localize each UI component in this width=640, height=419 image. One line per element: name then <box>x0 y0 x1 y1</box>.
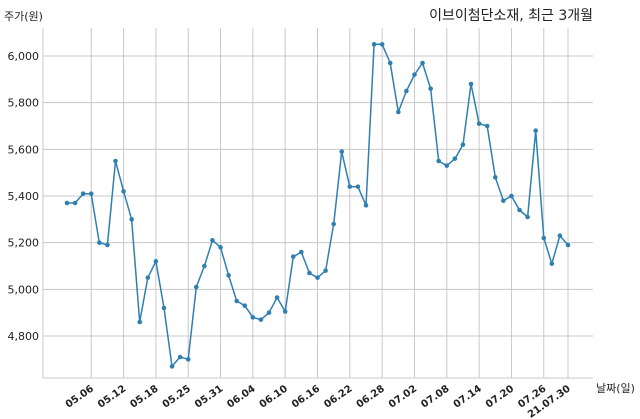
data-point <box>428 86 433 91</box>
x-tick-label: 05.12 <box>96 383 128 410</box>
y-tick-label: 5,800 <box>8 97 40 110</box>
data-point <box>153 259 159 264</box>
grid-lines <box>43 28 593 378</box>
data-point <box>517 207 522 213</box>
y-tick-label: 5,000 <box>8 283 40 296</box>
data-point <box>274 295 280 300</box>
x-tick-label: 06.04 <box>225 383 257 410</box>
data-point <box>242 303 248 308</box>
data-point <box>525 214 530 220</box>
x-tick-label: 05.31 <box>193 383 225 410</box>
data-point <box>282 309 288 314</box>
data-point <box>501 198 506 203</box>
data-point <box>420 60 425 66</box>
y-tick-label: 6,000 <box>8 50 40 63</box>
data-point <box>396 109 401 115</box>
axes <box>42 28 593 379</box>
data-point <box>193 284 199 290</box>
data-point <box>355 184 361 189</box>
data-point <box>169 364 175 369</box>
x-tick-label: 07.02 <box>387 383 419 410</box>
x-tick-label: 05.18 <box>128 383 160 410</box>
data-point <box>492 175 498 180</box>
data-point <box>129 217 134 222</box>
data-point <box>307 270 312 276</box>
data-point <box>113 158 118 164</box>
data-point <box>266 310 272 315</box>
data-point <box>460 142 466 147</box>
x-tick-label: 06.16 <box>290 383 322 410</box>
data-point <box>436 158 442 164</box>
x-tick-label: 06.28 <box>355 383 387 410</box>
data-point <box>387 60 393 66</box>
data-point <box>290 254 296 259</box>
price-series <box>64 42 571 369</box>
data-point <box>234 298 239 304</box>
data-point <box>323 268 328 273</box>
x-tick-labels: 05.06 05.12 05.18 05.25 05.31 06.04 06.10 06.16… <box>64 383 573 419</box>
data-point <box>145 275 151 280</box>
data-point <box>226 273 231 278</box>
data-point <box>484 123 490 129</box>
data-point <box>121 189 126 194</box>
data-point <box>347 184 353 189</box>
y-tick-labels: 4,800 5,000 5,200 5,400 5,600 5,800 6,000 <box>8 50 40 343</box>
y-tick-label: 5,600 <box>8 143 40 156</box>
y-tick-label: 4,800 <box>8 330 40 343</box>
data-point <box>250 315 256 320</box>
data-point <box>64 200 70 206</box>
data-point <box>80 191 86 196</box>
x-tick-label: 05.06 <box>64 383 96 410</box>
data-point <box>452 156 458 161</box>
y-tick-label: 5,200 <box>8 237 40 250</box>
data-point <box>210 238 215 243</box>
data-point <box>97 240 102 245</box>
data-point <box>565 242 571 248</box>
x-tick-label: 06.10 <box>258 383 290 410</box>
data-point <box>137 319 143 325</box>
data-point <box>557 233 563 238</box>
y-tick-label: 5,400 <box>8 190 40 203</box>
data-point <box>541 235 547 241</box>
data-point <box>468 81 474 87</box>
x-tick-label: 06.22 <box>322 383 354 410</box>
x-tick-label: 07.08 <box>419 383 451 410</box>
data-point <box>509 193 514 199</box>
data-point <box>258 317 264 322</box>
x-axis-label: 날짜(일) <box>596 381 635 395</box>
y-axis-label: 주가(원) <box>4 10 43 23</box>
data-point <box>363 203 369 208</box>
data-point <box>444 163 450 168</box>
data-point <box>72 200 78 206</box>
data-point <box>218 245 223 250</box>
data-point <box>379 42 385 47</box>
data-point <box>404 88 409 94</box>
data-point <box>105 242 110 248</box>
data-point <box>299 249 304 255</box>
data-point <box>549 261 555 266</box>
data-point <box>476 121 482 126</box>
data-point <box>88 191 94 196</box>
x-tick-label: 07.20 <box>484 383 516 410</box>
data-point <box>177 354 183 360</box>
chart-title: 이브이첨단소재, 최근 3개월 <box>429 8 593 24</box>
data-point <box>533 128 538 133</box>
data-point <box>315 275 320 280</box>
data-point <box>339 149 345 154</box>
data-point <box>371 42 377 47</box>
data-point <box>202 263 207 269</box>
data-point <box>412 72 417 77</box>
x-tick-label: 05.25 <box>161 383 193 410</box>
data-point <box>331 221 336 227</box>
data-point <box>185 357 191 362</box>
x-tick-label: 07.14 <box>452 383 484 410</box>
data-point <box>161 305 167 311</box>
